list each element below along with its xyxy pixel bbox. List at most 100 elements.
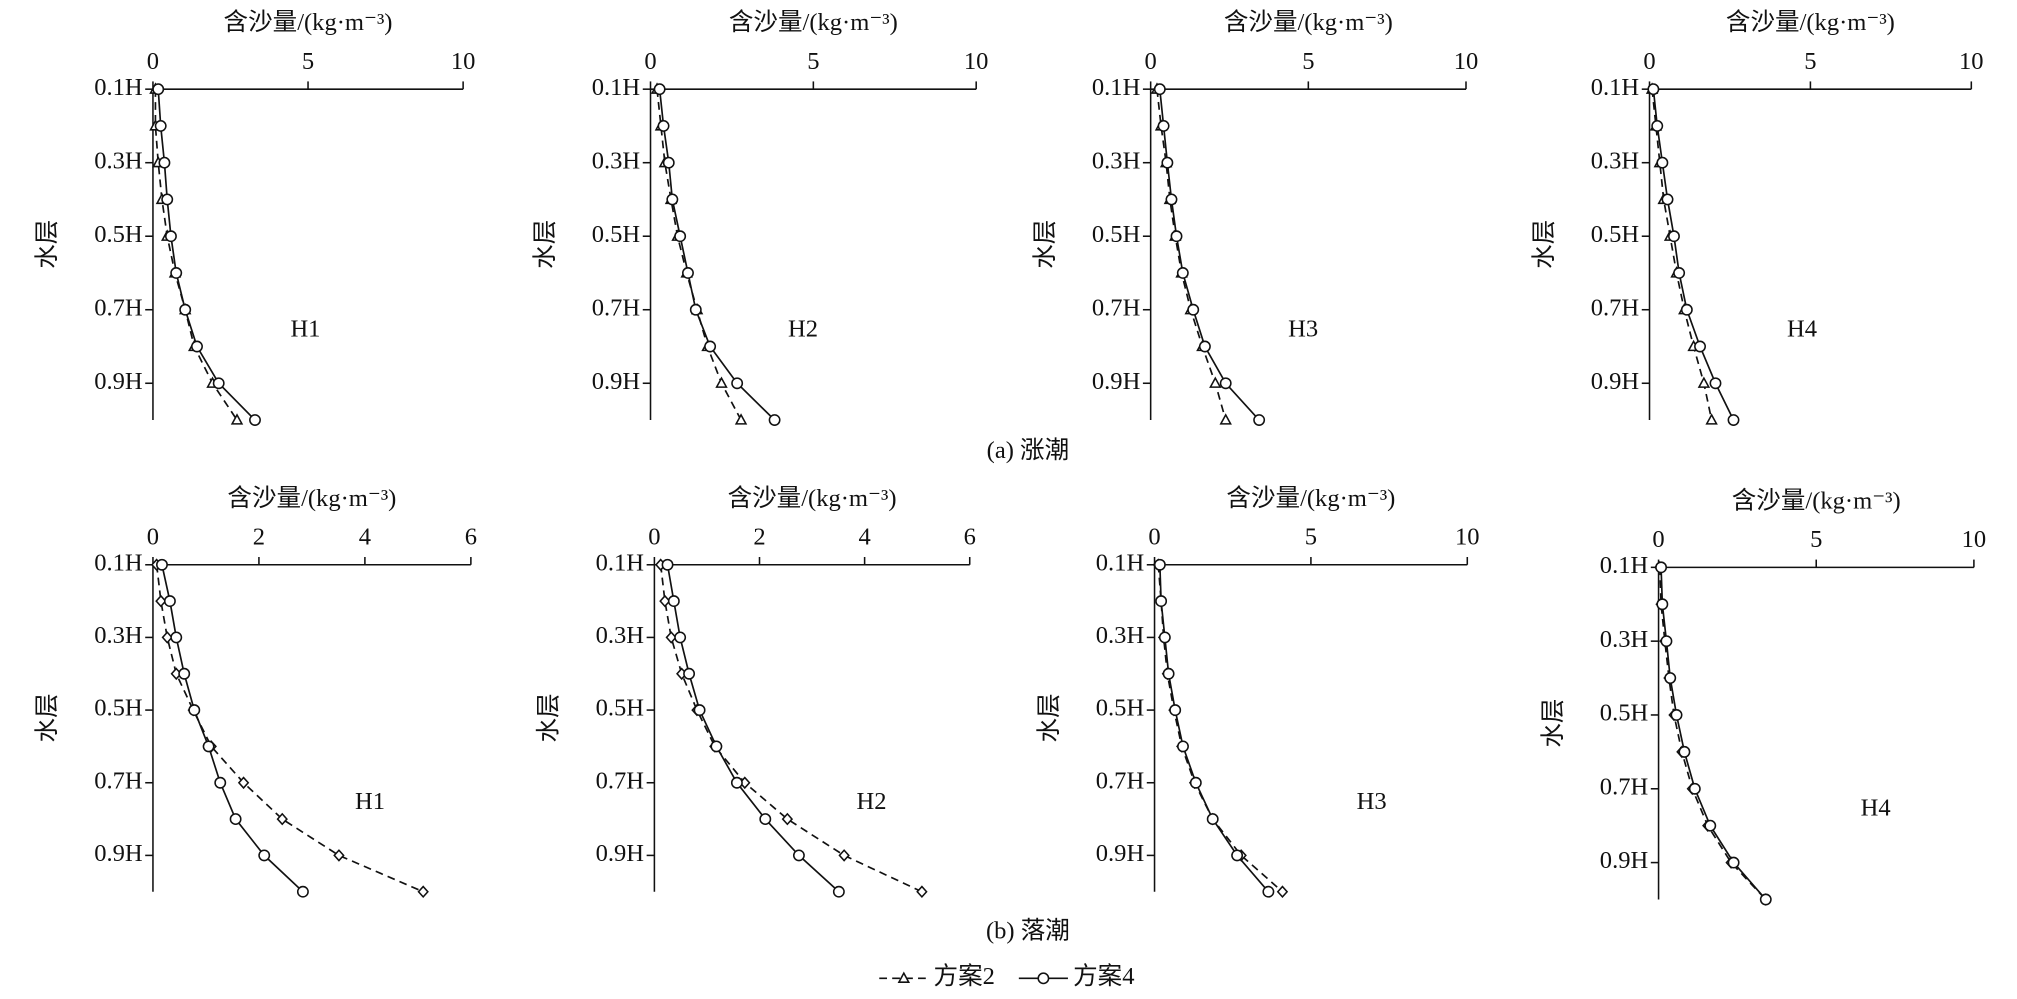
marker (792, 849, 805, 862)
marker (1670, 709, 1683, 721)
marker (1177, 740, 1189, 753)
marker (1187, 303, 1200, 316)
y-tick-label: 0.5H (1096, 695, 1145, 722)
marker (1759, 893, 1772, 906)
y-tick-label: 0.3H (596, 622, 645, 649)
x-tick-label: 6 (465, 524, 477, 551)
marker (1176, 267, 1189, 279)
marker (667, 595, 680, 608)
marker (1656, 598, 1669, 611)
marker (1673, 267, 1686, 279)
y-tick-label: 0.9H (1096, 840, 1145, 867)
x-tick-label: 10 (964, 48, 989, 75)
marker (1209, 376, 1222, 388)
y-tick-label: 0.5H (1092, 221, 1141, 248)
legend-label: 方案4 (1073, 962, 1134, 990)
marker (1697, 376, 1711, 388)
marker (1206, 813, 1219, 826)
y-tick-label: 0.3H (592, 147, 641, 174)
y-tick-label: 0.9H (1600, 847, 1649, 874)
annotation: H3 (1357, 788, 1387, 815)
series-line (659, 564, 923, 893)
marker (683, 667, 696, 680)
marker (674, 230, 687, 243)
x-tick-label: 0 (147, 524, 159, 551)
marker (1680, 303, 1693, 316)
y-tick-label: 0.7H (1600, 773, 1649, 800)
marker (1219, 413, 1232, 425)
marker (1709, 377, 1722, 390)
x-tick-label: 10 (1959, 48, 1984, 75)
y-tick-label: 0.1H (1591, 74, 1640, 101)
x-axis-label: 含沙量/(kg·m⁻³) (729, 8, 898, 36)
series-line (658, 89, 776, 421)
series-line (666, 564, 840, 893)
marker (838, 849, 850, 862)
marker (768, 414, 781, 426)
marker (276, 812, 288, 826)
annotation: H2 (857, 788, 887, 815)
marker (689, 303, 702, 316)
x-tick-label: 0 (1643, 48, 1655, 75)
marker (202, 740, 215, 753)
marker (1668, 230, 1680, 243)
marker (759, 813, 772, 826)
marker (1155, 595, 1168, 608)
marker (682, 267, 694, 279)
y-tick-label: 0.1H (1600, 552, 1649, 579)
marker (1231, 849, 1244, 862)
series-line (1159, 564, 1270, 893)
y-tick-label: 0.5H (94, 695, 143, 722)
annotation: H2 (788, 315, 818, 342)
y-tick-label: 0.7H (94, 767, 143, 794)
series-line (157, 89, 256, 421)
y-tick-label: 0.1H (592, 74, 641, 101)
marker (1157, 119, 1170, 132)
y-tick-label: 0.5H (1600, 700, 1649, 727)
x-axis-label: 含沙量/(kg·m⁻³) (1726, 8, 1895, 36)
y-tick-label: 0.9H (94, 840, 143, 867)
marker (164, 230, 177, 243)
y-tick-label: 0.7H (1096, 767, 1145, 794)
y-axis-label: 水层 (1031, 220, 1059, 269)
y-tick-label: 0.3H (1096, 622, 1145, 649)
caption: (b) 落潮 (986, 917, 1070, 945)
marker (152, 83, 165, 96)
y-tick-label: 0.9H (1591, 368, 1640, 395)
marker (1198, 340, 1211, 353)
marker (1253, 414, 1266, 426)
x-tick-label: 2 (253, 524, 265, 551)
y-axis-label: 水层 (535, 693, 563, 742)
x-tick-label: 0 (1148, 524, 1160, 551)
series-line (1660, 567, 1767, 901)
y-tick-label: 0.1H (1092, 74, 1141, 101)
y-tick-label: 0.3H (94, 147, 143, 174)
marker (661, 558, 674, 571)
marker (163, 595, 176, 608)
legend-label: 方案2 (934, 962, 995, 990)
marker (170, 267, 183, 279)
marker (230, 413, 244, 425)
x-tick-label: 6 (964, 524, 976, 551)
marker (1656, 156, 1669, 169)
x-tick-label: 5 (1302, 48, 1314, 75)
x-tick-label: 10 (1455, 524, 1480, 551)
annotation: H4 (1861, 794, 1891, 821)
marker (178, 667, 191, 680)
y-tick-label: 0.1H (94, 549, 143, 576)
y-tick-label: 0.5H (94, 221, 143, 248)
x-tick-label: 5 (807, 48, 819, 75)
marker (1647, 83, 1660, 96)
y-tick-label: 0.7H (1092, 294, 1141, 321)
marker (1704, 819, 1717, 832)
x-axis-label: 含沙量/(kg·m⁻³) (1224, 8, 1393, 36)
marker (1153, 558, 1166, 571)
annotation: H3 (1288, 315, 1318, 342)
x-tick-label: 0 (644, 48, 656, 75)
marker (1661, 193, 1674, 206)
marker (161, 193, 174, 206)
marker (657, 119, 670, 132)
y-tick-label: 0.9H (94, 368, 143, 395)
y-tick-label: 0.5H (596, 695, 645, 722)
